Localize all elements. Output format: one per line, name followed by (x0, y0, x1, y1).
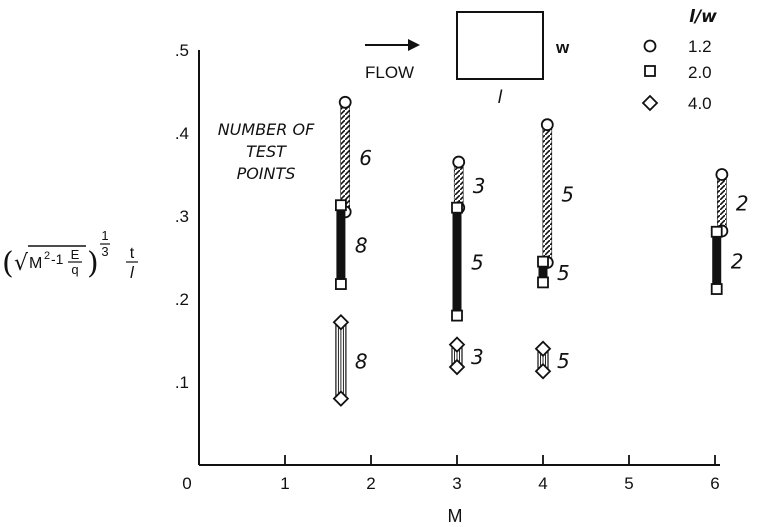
data-marks: 6 3 5 2 8 5 5 2 8 3 5 (332, 95, 749, 407)
square-marker-top (334, 199, 347, 212)
plate-width-label: w (555, 38, 570, 57)
range-bar-hatched (453, 161, 464, 209)
test-point-count: 2 (731, 249, 744, 273)
y-tick-label: .4 (175, 124, 189, 143)
test-point-count: 5 (557, 349, 570, 373)
square-marker-bottom (451, 309, 463, 322)
flow-diagram: FLOW w l (365, 11, 570, 108)
flow-label: FLOW (365, 63, 414, 82)
test-point-count: 3 (471, 345, 484, 369)
test-point-count: 8 (355, 349, 368, 373)
y-label-exp-den: 3 (101, 244, 108, 259)
range-bar-solid (538, 261, 548, 283)
y-label-m: M (29, 255, 42, 272)
test-point-count: 3 (473, 174, 486, 198)
diamond-marker-bottom (332, 390, 350, 407)
test-point-count: 2 (736, 192, 749, 216)
y-tick-label: .2 (175, 290, 189, 309)
y-label-exp-num: 1 (101, 228, 108, 243)
legend-title: l/w (689, 7, 717, 27)
y-ticks: .1 .2 .3 .4 .5 (175, 41, 189, 392)
square-marker-top (537, 255, 549, 268)
range-bar-solid (336, 205, 346, 285)
range-bar-solid (452, 207, 462, 316)
test-point-count: 5 (557, 261, 570, 285)
x-axis-label: M (448, 506, 463, 526)
test-point-count: 8 (355, 234, 368, 258)
svg-text:(: ( (2, 246, 14, 281)
diamond-marker-bottom (448, 358, 466, 376)
y-label-q: q (71, 262, 78, 277)
x-tick-label: 2 (366, 474, 375, 493)
test-points-note: NUMBER OF TEST POINTS (218, 120, 315, 183)
test-point-count: 5 (561, 183, 574, 207)
range-bar-solid (712, 231, 722, 290)
legend: l/w 1.2 2.0 4.0 (641, 7, 717, 113)
circle-marker-top (715, 168, 729, 181)
y-label-sup2: 2 (44, 250, 50, 262)
square-marker-top (451, 201, 463, 214)
square-marker-top (710, 225, 723, 238)
note-line-3: POINTS (237, 164, 296, 183)
diamond-marker-top (448, 336, 466, 353)
y-label-minus-one: -1 (51, 251, 64, 267)
y-label-t: t (130, 245, 135, 262)
circle-marker-top (338, 95, 352, 109)
square-marker-bottom (537, 276, 549, 289)
range-bar-hatched (542, 124, 553, 263)
x-tick-label: 1 (280, 474, 289, 493)
legend-label-1-2: 1.2 (688, 37, 712, 56)
y-label-sqrt: √ (14, 251, 29, 276)
legend-diamond-marker (641, 94, 659, 112)
y-tick-label: .5 (175, 41, 189, 60)
x-tick-label: 3 (452, 474, 461, 493)
svg-text:): ) (87, 246, 99, 281)
test-point-count: 6 (359, 146, 372, 170)
y-label-l: l (130, 263, 135, 282)
x-tick-label: 0 (182, 474, 191, 493)
y-tick-label: .3 (175, 207, 189, 226)
diamond-marker-top (534, 340, 552, 358)
range-bar-hatched (340, 101, 351, 213)
y-tick-label: .1 (175, 373, 189, 392)
range-bar-hatched (717, 174, 727, 232)
circle-marker-top (540, 118, 554, 132)
legend-circle-marker (643, 39, 657, 53)
test-point-count: 5 (471, 251, 484, 275)
y-axis-label: ( √ M 2 -1 E q ) 1 3 t l (2, 228, 138, 282)
x-tick-label: 6 (710, 474, 719, 493)
legend-label-4-0: 4.0 (688, 94, 712, 113)
plate-rectangle (456, 11, 544, 80)
legend-label-2-0: 2.0 (688, 63, 712, 82)
x-ticks: 0 1 2 3 4 5 6 (182, 455, 720, 493)
diamond-marker-top (332, 313, 350, 331)
legend-square-marker (644, 65, 656, 77)
circle-marker-top (452, 155, 466, 169)
x-tick-label: 5 (624, 474, 633, 493)
square-marker-bottom (710, 283, 723, 295)
square-marker-bottom (334, 278, 347, 290)
plate-length-label: l (497, 87, 502, 108)
diamond-marker-bottom (534, 362, 552, 380)
note-line-2: TEST (246, 142, 287, 161)
x-tick-label: 4 (538, 474, 547, 493)
note-line-1: NUMBER OF (218, 120, 315, 139)
y-label-e: E (71, 247, 80, 262)
